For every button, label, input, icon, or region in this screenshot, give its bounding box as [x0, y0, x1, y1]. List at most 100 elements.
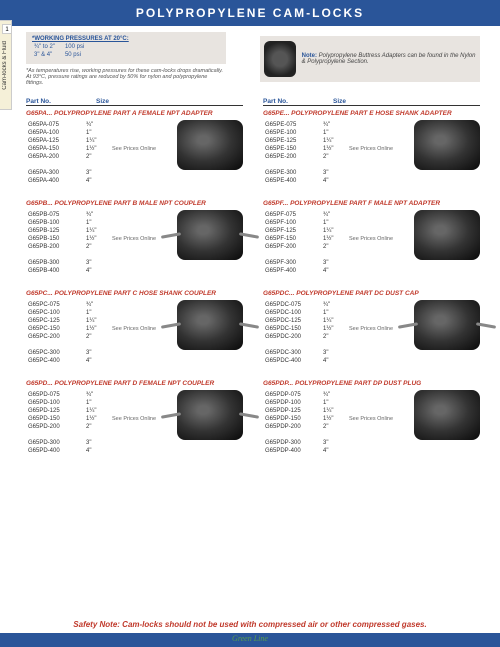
price-note: See Prices Online: [112, 138, 156, 160]
part-number: G65PC-125: [28, 318, 84, 324]
part-size: 4": [323, 268, 347, 274]
pressure-box: *WORKING PRESSURES AT 20°C: ¾" to 2"100 …: [26, 32, 226, 64]
part-number: G65PDC-400: [265, 358, 321, 364]
part-number: G65PB-100: [28, 220, 84, 226]
part-size: ¾": [323, 302, 347, 308]
header-size: Size: [96, 98, 109, 105]
part-size: 2": [323, 424, 347, 430]
product-block: G65PB... POLYPROPYLENE PART B MALE NPT C…: [26, 200, 243, 276]
part-number: G65PA-200: [28, 154, 84, 160]
product-table: G65PA-075¾"G65PA-1001"G65PA-1251¼"See Pr…: [26, 120, 158, 186]
part-number: G65PD-100: [28, 400, 84, 406]
pressure-table: ¾" to 2"100 psi 3" & 4"50 psi: [32, 42, 94, 60]
part-number: G65PE-300: [265, 170, 321, 176]
part-size: 2": [323, 154, 347, 160]
part-size: ¾": [323, 212, 347, 218]
part-size: 3": [323, 440, 347, 446]
product-image: [414, 210, 480, 260]
part-number: G65PD-300: [28, 440, 84, 446]
note-box: Note: Polypropylene Buttress Adapters ca…: [260, 36, 480, 82]
part-size: 2": [86, 424, 110, 430]
part-size: 3": [86, 170, 110, 176]
price-note: See Prices Online: [349, 228, 393, 250]
product-title: G65PDC... POLYPROPYLENE PART DC DUST CAP: [263, 290, 480, 297]
product-block: G65PF... POLYPROPYLENE PART F MALE NPT A…: [263, 200, 480, 276]
part-number: G65PDC-100: [265, 310, 321, 316]
part-number: G65PDP-150: [265, 416, 321, 422]
part-size: 2": [323, 244, 347, 250]
note-body: Polypropylene Buttress Adapters can be f…: [302, 53, 476, 65]
product-title: G65PE... POLYPROPYLENE PART E HOSE SHANK…: [263, 110, 480, 117]
column-header: Part No.Size: [26, 98, 243, 106]
part-number: G65PE-150: [265, 146, 321, 152]
part-size: 1": [86, 130, 110, 136]
header-part: Part No.: [263, 98, 333, 105]
part-size: ¾": [323, 122, 347, 128]
part-size: 4": [86, 178, 110, 184]
product-block: G65PA... POLYPROPYLENE PART A FEMALE NPT…: [26, 110, 243, 186]
price-note: See Prices Online: [112, 408, 156, 430]
part-size: 4": [323, 448, 347, 454]
tab-number: 1: [2, 24, 12, 34]
product-table: G65PDC-075¾"G65PDC-1001"G65PDC-1251¼"See…: [263, 300, 395, 366]
part-size: 1¼": [323, 138, 347, 144]
product-title: G65PF... POLYPROPYLENE PART F MALE NPT A…: [263, 200, 480, 207]
part-number: G65PD-150: [28, 416, 84, 422]
right-column: Part No.Size G65PE... POLYPROPYLENE PART…: [263, 98, 480, 470]
product-block: G65PC... POLYPROPYLENE PART C HOSE SHANK…: [26, 290, 243, 366]
part-number: G65PA-150: [28, 146, 84, 152]
part-size: 1½": [323, 326, 347, 332]
part-number: G65PDC-125: [265, 318, 321, 324]
side-tab-label: Cam-locks & Fluid: [2, 41, 8, 90]
part-number: G65PDP-075: [265, 392, 321, 398]
part-number: G65PF-300: [265, 260, 321, 266]
part-number: G65PDC-150: [265, 326, 321, 332]
product-image: [177, 210, 243, 260]
part-number: G65PB-400: [28, 268, 84, 274]
product-title: G65PC... POLYPROPYLENE PART C HOSE SHANK…: [26, 290, 243, 297]
product-table: G65PE-075¾"G65PE-1001"G65PE-1251¼"See Pr…: [263, 120, 395, 186]
part-size: 2": [323, 334, 347, 340]
header-part: Part No.: [26, 98, 96, 105]
part-number: G65PDP-200: [265, 424, 321, 430]
part-number: G65PDC-075: [265, 302, 321, 308]
part-size: 1½": [86, 326, 110, 332]
part-number: G65PE-400: [265, 178, 321, 184]
part-number: G65PA-300: [28, 170, 84, 176]
part-number: G65PC-100: [28, 310, 84, 316]
part-size: 1": [323, 130, 347, 136]
product-table: G65PF-075¾"G65PF-1001"G65PF-1251¼"See Pr…: [263, 210, 395, 276]
safety-note: Safety Note: Cam-locks should not be use…: [0, 620, 500, 629]
part-size: 4": [323, 178, 347, 184]
price-note: See Prices Online: [112, 228, 156, 250]
footer-brand: Green Line: [232, 634, 268, 643]
part-size: 3": [86, 440, 110, 446]
part-size: 1": [86, 220, 110, 226]
part-size: 1¼": [323, 408, 347, 414]
product-block: G65PDP... POLYPROPYLENE PART DP DUST PLU…: [263, 380, 480, 456]
product-table: G65PDP-075¾"G65PDP-1001"G65PDP-1251¼"See…: [263, 390, 395, 456]
note-adapter-image: [264, 41, 296, 77]
product-title: G65PDP... POLYPROPYLENE PART DP DUST PLU…: [263, 380, 480, 387]
part-size: 1¼": [323, 318, 347, 324]
part-number: G65PF-100: [265, 220, 321, 226]
part-size: 1¼": [86, 138, 110, 144]
part-size: 1": [86, 400, 110, 406]
pressure-cell: ¾" to 2": [34, 44, 63, 50]
part-size: 1¼": [86, 318, 110, 324]
part-size: 4": [86, 448, 110, 454]
part-number: G65PC-400: [28, 358, 84, 364]
part-number: G65PA-075: [28, 122, 84, 128]
part-size: 4": [86, 268, 110, 274]
part-number: G65PDP-400: [265, 448, 321, 454]
part-size: 1¼": [86, 228, 110, 234]
price-note: See Prices Online: [349, 138, 393, 160]
product-image: [414, 300, 480, 350]
part-size: 1¼": [86, 408, 110, 414]
part-size: 1": [323, 310, 347, 316]
page-header: POLYPROPYLENE CAM-LOCKS: [0, 0, 500, 26]
part-number: G65PD-075: [28, 392, 84, 398]
part-size: 1½": [323, 236, 347, 242]
part-number: G65PC-075: [28, 302, 84, 308]
part-number: G65PA-100: [28, 130, 84, 136]
